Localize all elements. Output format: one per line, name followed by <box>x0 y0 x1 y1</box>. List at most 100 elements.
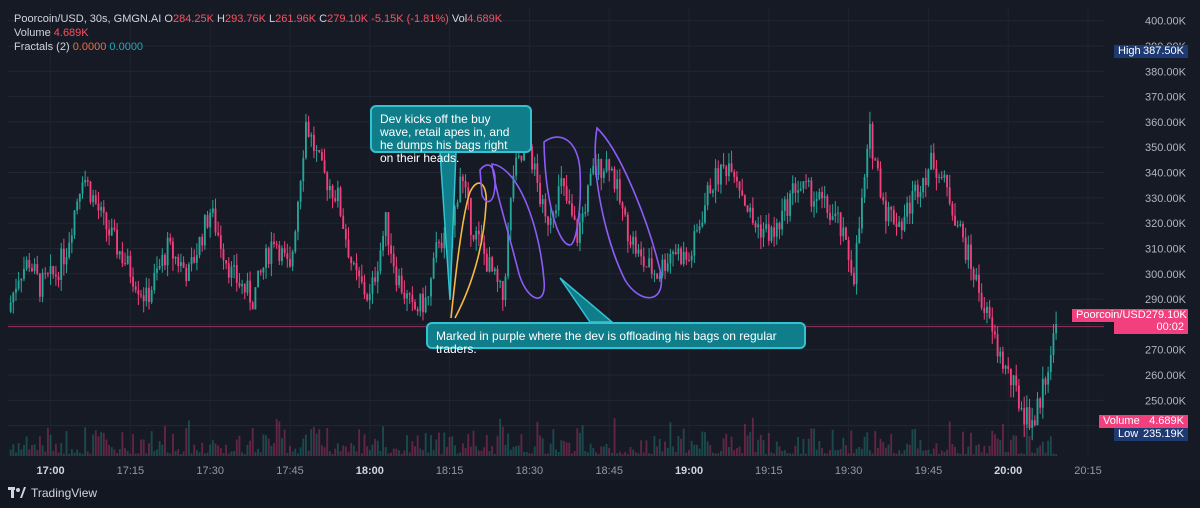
candle-body <box>1049 355 1052 373</box>
candle-body <box>76 201 79 211</box>
candle-body <box>92 195 95 203</box>
volume-bar <box>1009 439 1012 456</box>
symbol-line[interactable]: Poorcoin/USD, 30s, GMGN.AI <box>14 13 162 25</box>
top-annotation[interactable]: Dev kicks off the buy wave, retail apes … <box>370 105 532 165</box>
tradingview-logo[interactable]: TradingView <box>8 486 97 500</box>
candle-body <box>281 248 283 262</box>
volume-bar <box>725 433 728 456</box>
candle-body <box>895 223 898 227</box>
volume-bar <box>20 449 23 456</box>
volume-bar <box>533 446 536 456</box>
candle-body <box>209 212 212 228</box>
volume-bar <box>312 426 315 456</box>
candle-body <box>906 202 909 217</box>
candle-body <box>882 196 885 201</box>
volume-bar <box>456 453 459 456</box>
candle-body <box>230 266 233 278</box>
candle-body <box>712 190 714 193</box>
volume-bar <box>36 449 39 456</box>
volume-bar <box>1049 436 1052 456</box>
volume-bar <box>818 440 821 456</box>
candle-body <box>278 244 281 262</box>
candle-body <box>187 264 190 282</box>
volume-bar <box>347 451 350 456</box>
price-axis[interactable]: 240.00K250.00K260.00K270.00K280.00K290.0… <box>1145 16 1187 433</box>
volume-bar <box>544 453 547 456</box>
volume-bar <box>78 452 81 456</box>
volume-bar <box>839 449 842 456</box>
candle-body <box>970 244 972 269</box>
candle-body <box>270 241 273 264</box>
volume-bar <box>422 450 424 456</box>
candle-body <box>315 150 318 152</box>
candle-body <box>980 292 983 309</box>
volume-bar <box>270 445 273 456</box>
volume-bar <box>432 450 435 456</box>
time-axis[interactable]: 17:00 17:15 17:30 17:45 18:00 18:15 18:30 18:45… <box>36 465 1101 477</box>
candle-body <box>78 193 81 202</box>
time-tick-label: 20:15 <box>1074 465 1102 477</box>
volume-bar <box>52 450 55 456</box>
candle-body <box>932 152 935 169</box>
volume-bar <box>943 451 946 456</box>
volume-row[interactable]: Volume 4.689K <box>14 26 502 40</box>
volume-bar <box>938 453 940 456</box>
volume-bar <box>573 451 576 456</box>
bottom-annotation[interactable]: Marked in purple where the dev is offloa… <box>426 322 806 356</box>
candle-body <box>1033 420 1036 426</box>
volume-bar <box>501 426 504 456</box>
volume-bar <box>1020 453 1023 456</box>
candle-body <box>241 284 244 287</box>
volume-bar <box>581 425 584 456</box>
candle-body <box>903 216 906 231</box>
volume-bar <box>339 451 342 456</box>
price-tick-label: 320.00K <box>1145 218 1187 230</box>
candle-body <box>850 260 853 273</box>
candle-body <box>978 274 980 293</box>
volume-bar <box>294 448 297 456</box>
volume-bar <box>669 422 672 456</box>
volume-bar <box>150 431 153 456</box>
low-tag-value: 235.19K <box>1143 428 1184 440</box>
price-tick-label: 300.00K <box>1145 269 1187 281</box>
candle-body <box>469 198 472 236</box>
volume-bar <box>217 445 220 456</box>
volume-bar <box>137 453 140 456</box>
volume-bar <box>446 446 448 456</box>
volume-bar <box>954 446 956 456</box>
volume-bar <box>44 451 47 456</box>
tradingview-logo-text: TradingView <box>31 486 98 500</box>
volume-bar <box>805 453 807 456</box>
volume-bar <box>206 452 209 456</box>
candle-body <box>626 214 629 242</box>
candle-body <box>688 259 690 261</box>
volume-bar <box>916 448 919 456</box>
volume-value: 4.689K <box>53 27 89 39</box>
volume-bar <box>185 428 188 456</box>
volume-bar <box>794 445 797 456</box>
volume-bar <box>600 446 603 456</box>
candle-body <box>222 249 225 261</box>
candle-body <box>225 260 228 264</box>
volume-bar <box>871 453 874 456</box>
volume-bar <box>451 436 454 456</box>
candle-body <box>690 255 693 261</box>
volume-bar <box>834 450 837 456</box>
volume-bar <box>496 435 499 456</box>
candle-body <box>121 251 124 264</box>
volume-bar <box>509 449 512 456</box>
volume-bar <box>664 441 666 456</box>
candle-body <box>642 256 645 267</box>
volume-bar <box>504 444 507 456</box>
tradingview-logo-icon <box>8 487 26 498</box>
volume-bar <box>92 434 95 456</box>
volume-bar <box>837 450 839 456</box>
volume-bar <box>198 452 201 456</box>
fractals-row[interactable]: Fractals (2) 0.0000 0.0000 <box>14 40 502 54</box>
candle-body <box>305 121 307 158</box>
candle-body <box>632 236 635 245</box>
top-annotation-text: Dev kicks off the buy wave, retail apes … <box>380 112 510 165</box>
candle-body <box>302 157 305 182</box>
candle-body <box>54 274 57 277</box>
